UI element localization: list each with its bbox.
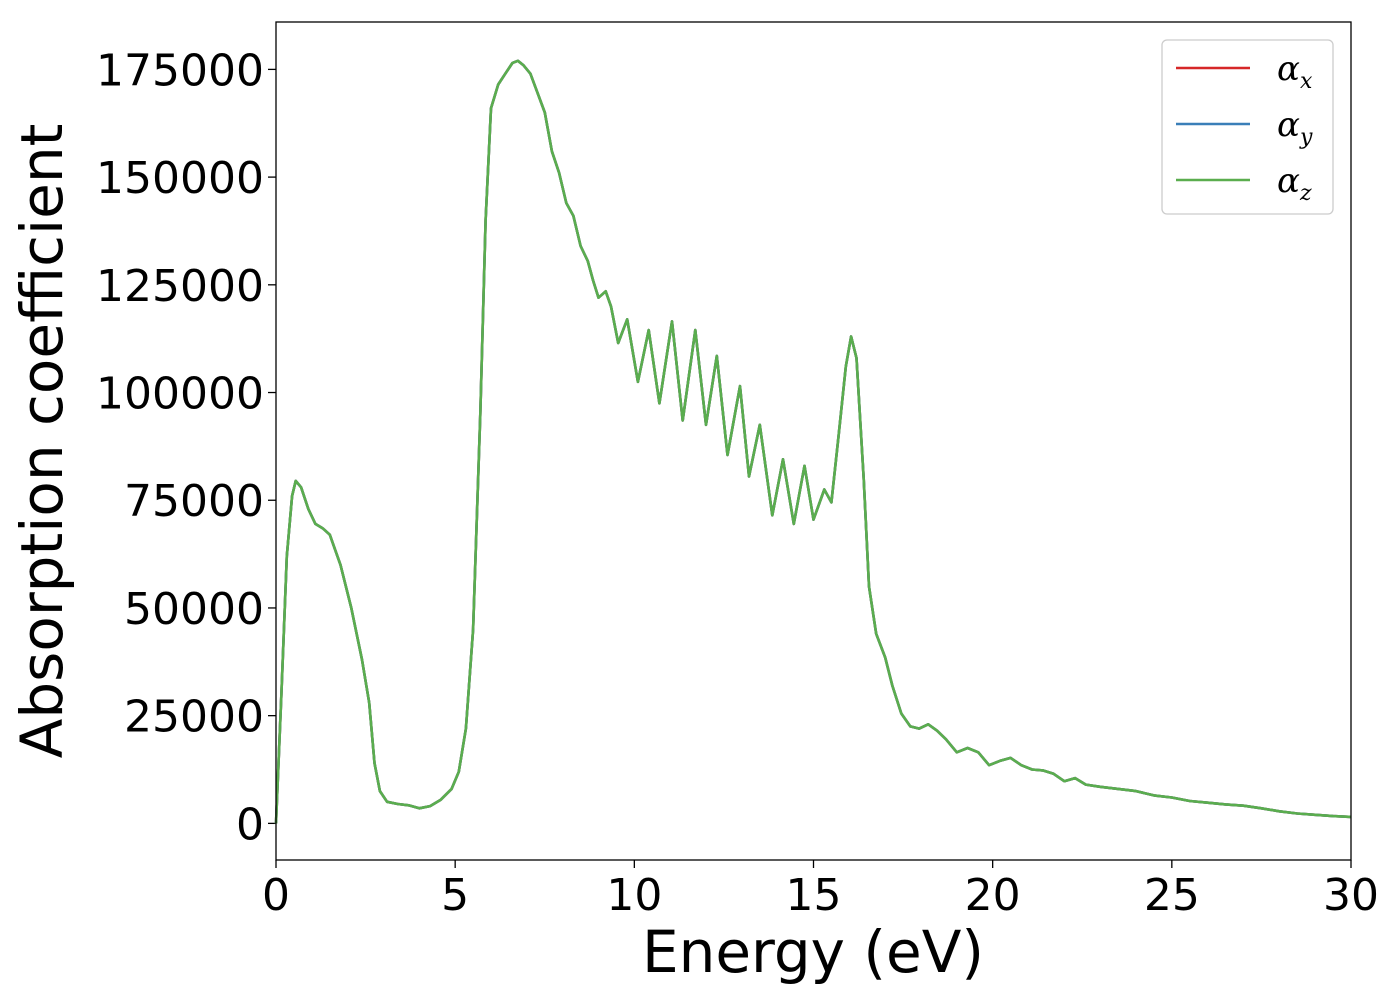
x-tick-label: 5 <box>441 870 469 921</box>
legend-label-z: αz <box>1277 161 1312 206</box>
series-line-z <box>274 59 1352 824</box>
y-tick-label: 100000 <box>96 369 264 420</box>
x-tick-label: 15 <box>786 870 842 921</box>
y-tick-label: 125000 <box>96 261 264 312</box>
x-tick-label: 0 <box>262 870 290 921</box>
legend-label-y: αy <box>1277 105 1313 150</box>
legend: αx αy αz <box>1161 39 1334 215</box>
y-tick-label: 175000 <box>96 45 264 96</box>
y-tick-label: 25000 <box>124 692 264 743</box>
legend-label-x: αx <box>1277 49 1313 94</box>
y-tick-label: 0 <box>236 799 264 850</box>
plot-frame <box>275 21 1352 861</box>
series-lines <box>274 59 1352 824</box>
x-tick-label: 20 <box>965 870 1021 921</box>
x-axis-title: Energy (eV) <box>642 918 984 986</box>
x-tick-label: 30 <box>1323 870 1379 921</box>
legend-box <box>1161 39 1334 215</box>
x-tick-label: 25 <box>1144 870 1200 921</box>
y-tick-label: 150000 <box>96 153 264 204</box>
x-tick-label: 10 <box>606 870 662 921</box>
y-tick-label: 75000 <box>124 476 264 527</box>
y-tick-label: 50000 <box>124 584 264 635</box>
axis-ticks: 0 5 10 15 20 25 30 0 25000 50000 75000 100000 125000… <box>96 45 1379 921</box>
y-axis-title: Absorption coefficient <box>8 124 76 759</box>
